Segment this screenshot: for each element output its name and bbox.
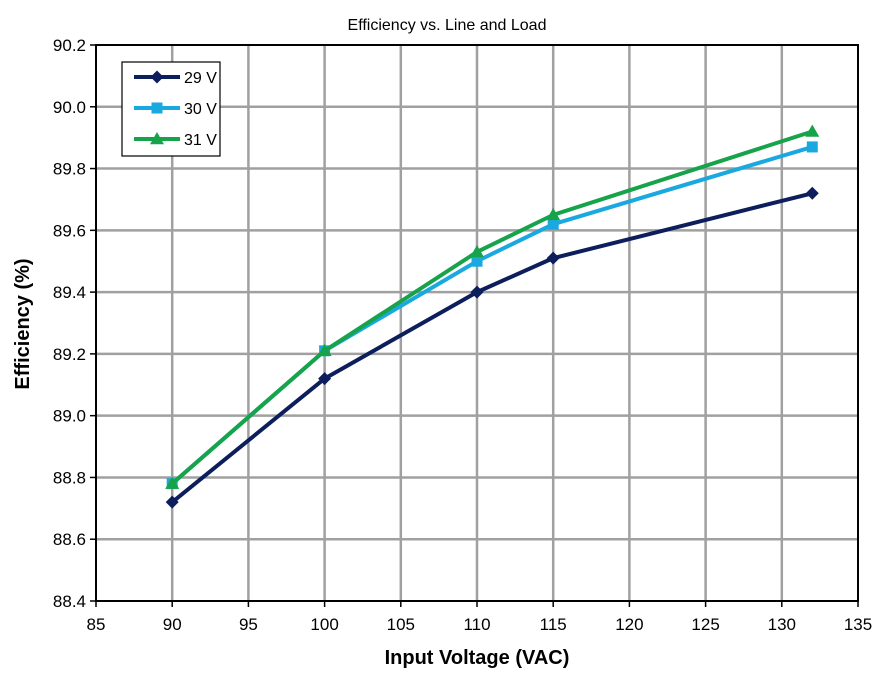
x-tick-label: 85 [87, 615, 106, 634]
x-tick-label: 125 [691, 615, 719, 634]
series-30-v [166, 141, 818, 490]
legend-label: 29 V [184, 70, 217, 87]
x-tick-label: 105 [387, 615, 415, 634]
data-point [805, 186, 819, 200]
series-line [170, 191, 813, 504]
legend-label: 31 V [184, 132, 217, 149]
data-point [806, 141, 818, 153]
series-31-v [165, 124, 820, 489]
y-tick-label: 89.0 [53, 407, 86, 426]
x-tick-label: 95 [239, 615, 258, 634]
legend-swatch-marker [151, 102, 163, 114]
x-tick-label: 100 [310, 615, 338, 634]
series-line [170, 129, 813, 486]
data-point [165, 495, 179, 509]
data-point [470, 285, 484, 299]
x-axis-title: Input Voltage (VAC) [385, 647, 570, 669]
data-point [318, 372, 332, 386]
y-axis-title: Efficiency (%) [12, 258, 34, 389]
data-point [470, 244, 484, 258]
series-29-v [165, 186, 819, 509]
x-tick-label: 130 [768, 615, 796, 634]
series-line [170, 145, 813, 486]
data-point [805, 124, 820, 137]
y-tick-label: 90.0 [53, 98, 86, 117]
y-tick-label: 89.8 [53, 160, 86, 179]
legend-item: 29 V [134, 70, 217, 87]
x-tick-label: 110 [463, 615, 490, 634]
legend-item: 31 V [134, 132, 217, 149]
data-point [546, 251, 560, 265]
axis-ticks: 85 90 95 100 105 110 115 120 125 130 135 88.4 88.6 88… [53, 36, 872, 634]
y-tick-label: 90.2 [53, 36, 86, 55]
x-tick-label: 135 [844, 615, 872, 634]
x-tick-label: 115 [540, 615, 567, 634]
y-tick-label: 89.6 [53, 221, 86, 240]
legend-item: 30 V [134, 101, 217, 118]
y-tick-label: 88.6 [53, 530, 86, 549]
legend-swatch-marker [150, 132, 164, 145]
y-tick-label: 89.4 [53, 283, 86, 302]
y-tick-label: 88.4 [53, 592, 86, 611]
data-point [471, 255, 483, 267]
legend-swatch-marker [150, 70, 164, 84]
y-tick-label: 88.8 [53, 468, 86, 487]
data-point [546, 207, 561, 221]
chart-title: Efficiency vs. Line and Load [348, 17, 547, 34]
y-tick-label: 89.2 [53, 345, 86, 364]
legend-label: 30 V [184, 101, 217, 118]
data-point [165, 476, 180, 489]
legend: 29 V 30 V 31 V [121, 61, 221, 157]
x-tick-label: 120 [615, 615, 643, 634]
data-point [547, 218, 559, 230]
data-point [317, 343, 332, 357]
x-tick-label: 90 [163, 615, 182, 634]
series-lines [165, 124, 820, 509]
